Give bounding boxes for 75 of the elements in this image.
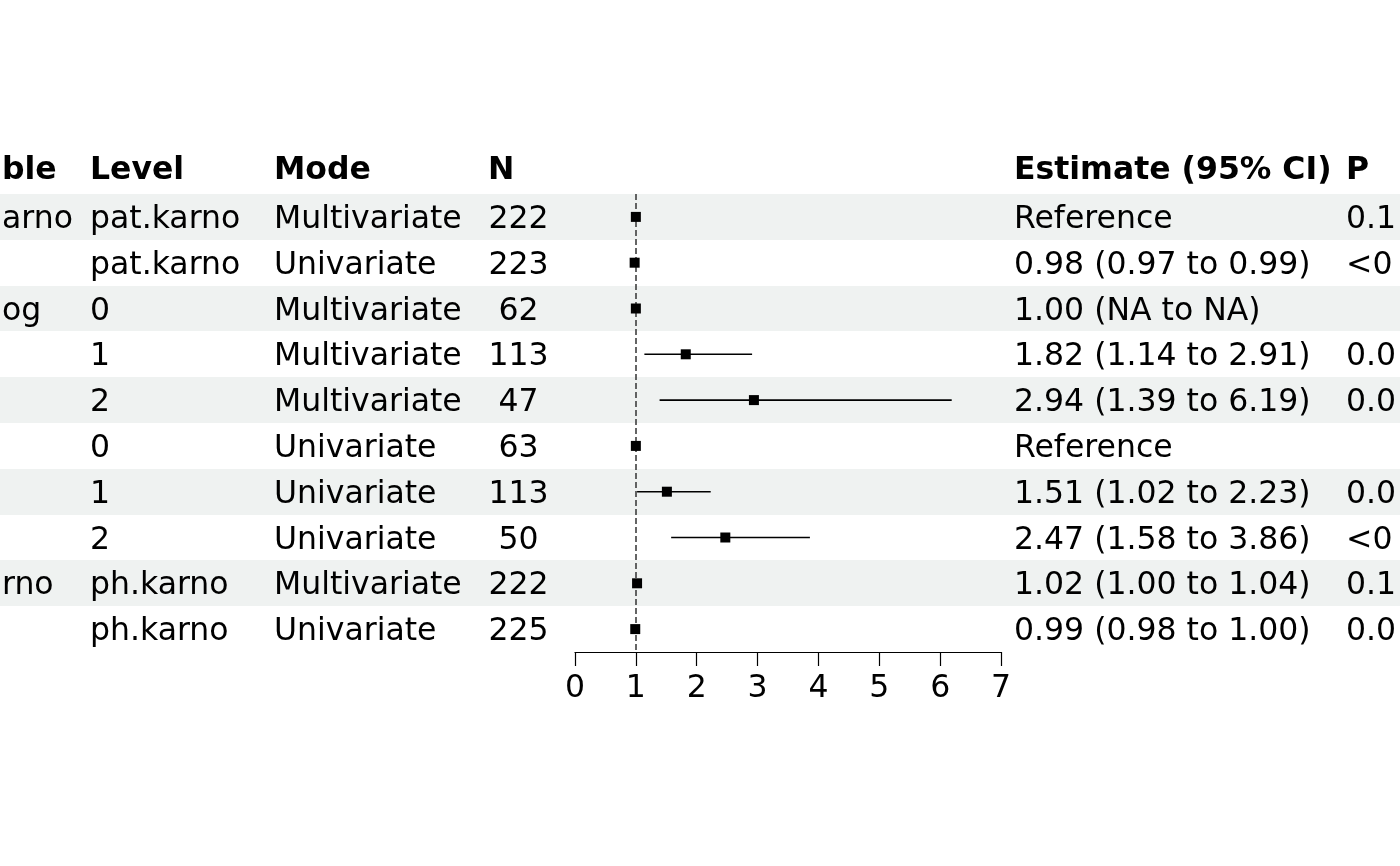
text: 1.51 (1.02 to 2.23) [1014,473,1311,510]
text: 0 [90,290,111,327]
text: 1 [90,336,111,373]
text: Multivariate [274,336,462,373]
text: pat.karno [90,244,241,281]
x-tick-label: 4 [808,668,829,704]
point [632,578,643,589]
text: 1.82 (1.14 to 2.91) [1014,336,1311,373]
point [720,532,731,543]
text: Multivariate [274,198,462,235]
text: 113 [488,336,549,373]
text: 2.94 (1.39 to 6.19) [1014,382,1311,419]
x-tick-label: 3 [747,668,768,704]
text: Univariate [274,519,437,556]
text: 225 [488,611,549,648]
text: 0.0 [1346,611,1397,648]
text: ph.karno [90,611,229,648]
text: 0.0 [1346,382,1397,419]
x-tick-label: 7 [990,668,1012,704]
point [629,257,640,268]
point [661,486,672,497]
text: 50 [498,519,539,556]
text: 222 [488,198,549,235]
text: P [1346,150,1370,186]
text: Univariate [274,473,437,510]
text: Multivariate [274,565,462,602]
text: 222 [488,565,549,602]
text: 62 [498,290,539,327]
text: 1.02 (1.00 to 1.04) [1014,565,1311,602]
point [630,624,641,635]
text: 2 [90,382,111,419]
text: Multivariate [274,290,462,327]
text: 113 [488,473,549,510]
text: 223 [488,244,549,281]
text: 2 [90,519,111,556]
text: 0.99 (0.98 to 1.00) [1014,611,1311,648]
text: Univariate [274,427,437,464]
point [630,211,641,222]
text: 1 [90,473,111,510]
text: Level [90,150,185,186]
text: Estimate (95% CI) [1014,150,1332,186]
x-tick-label: 6 [930,668,951,704]
text: 2.47 (1.58 to 3.86) [1014,519,1311,556]
text: Reference [1014,427,1173,464]
text: 0.1 [1346,198,1397,235]
text: <0 [1346,244,1393,281]
text: Univariate [274,244,437,281]
point [630,440,641,451]
text: Multivariate [274,382,462,419]
text: Mode [274,150,371,186]
point [748,395,759,406]
text: <0 [1346,519,1393,556]
x-tick-label: 5 [869,668,890,704]
text: 63 [498,427,539,464]
text: N [488,150,515,186]
text: ble [2,150,57,186]
text: Univariate [274,611,437,648]
x-tick-label: 2 [686,668,707,704]
point [630,303,641,314]
text: ph.karno [90,565,229,602]
text: arno [2,198,73,235]
text: pat.karno [90,198,241,235]
point [680,349,691,360]
x-tick-label: 1 [625,668,646,704]
text: 0.0 [1346,473,1397,510]
text: 47 [498,382,539,419]
text: rno [2,565,54,602]
text: 0.0 [1346,336,1397,373]
text: og [2,290,42,327]
text: 0 [90,427,111,464]
text: Reference [1014,198,1173,235]
x-tick-label: 0 [564,668,586,704]
text: 1.00 (NA to NA) [1014,290,1261,327]
text: 0.1 [1346,565,1397,602]
text: 0.98 (0.97 to 0.99) [1014,244,1311,281]
